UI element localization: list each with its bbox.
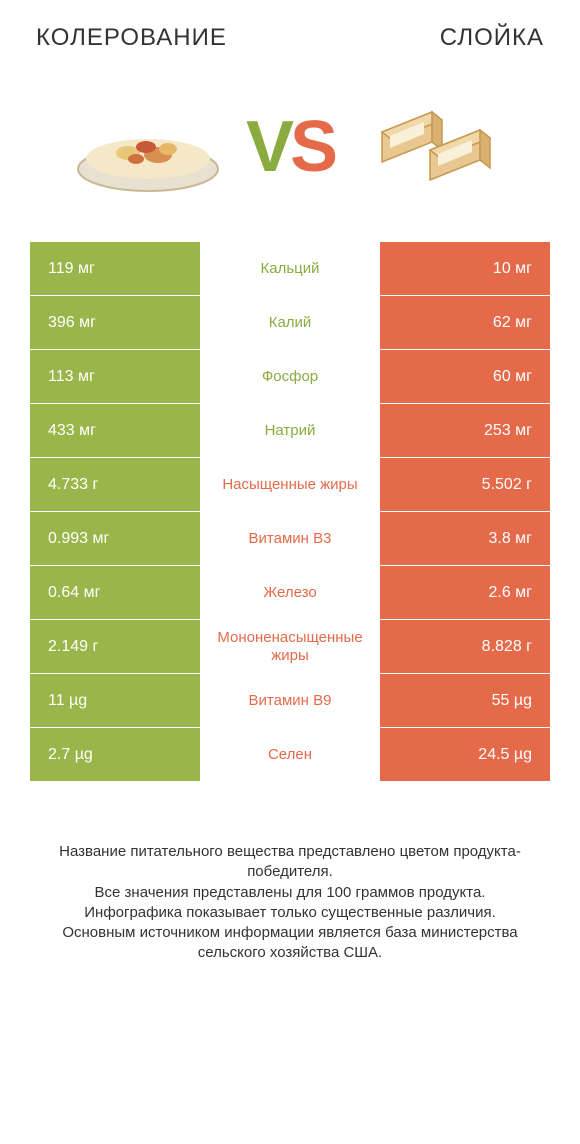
- nutrient-label: Кальций: [200, 242, 380, 295]
- footer-line: Название питательного вещества представл…: [30, 842, 550, 883]
- right-value: 60 мг: [380, 350, 550, 403]
- left-product-title: КОЛЕРОВАНИЕ: [36, 24, 227, 52]
- vs-v: V: [246, 107, 290, 187]
- nutrient-label: Железо: [200, 566, 380, 619]
- right-value: 10 мг: [380, 242, 550, 295]
- table-row: 4.733 гНасыщенные жиры5.502 г: [30, 458, 550, 512]
- footer-line: Инфографика показывает только существенн…: [30, 903, 550, 923]
- nutrient-label: Натрий: [200, 404, 380, 457]
- nutrient-label: Насыщенные жиры: [200, 458, 380, 511]
- footer-line: Все значения представлены для 100 граммо…: [30, 883, 550, 903]
- nutrient-label: Мононенасыщенные жиры: [200, 620, 380, 673]
- nutrition-table: 119 мгКальций10 мг396 мгКалий62 мг113 мг…: [30, 242, 550, 782]
- vs-row: VS: [0, 60, 580, 242]
- table-row: 2.149 гМононенасыщенные жиры8.828 г: [30, 620, 550, 674]
- table-row: 119 мгКальций10 мг: [30, 242, 550, 296]
- right-value: 24.5 µg: [380, 728, 550, 781]
- table-row: 0.64 мгЖелезо2.6 мг: [30, 566, 550, 620]
- right-product-title: СЛОЙКА: [440, 24, 544, 52]
- right-value: 55 µg: [380, 674, 550, 727]
- table-row: 11 µgВитамин B955 µg: [30, 674, 550, 728]
- right-value: 8.828 г: [380, 620, 550, 673]
- left-value: 119 мг: [30, 242, 200, 295]
- left-value: 11 µg: [30, 674, 200, 727]
- header: КОЛЕРОВАНИЕ СЛОЙКА: [0, 0, 580, 60]
- nutrient-label: Фосфор: [200, 350, 380, 403]
- left-value: 0.993 мг: [30, 512, 200, 565]
- footer-line: Основным источником информации является …: [30, 923, 550, 964]
- left-food-image: [68, 92, 228, 202]
- right-value: 3.8 мг: [380, 512, 550, 565]
- nutrient-label: Витамин B9: [200, 674, 380, 727]
- table-row: 433 мгНатрий253 мг: [30, 404, 550, 458]
- right-value: 62 мг: [380, 296, 550, 349]
- table-row: 2.7 µgСелен24.5 µg: [30, 728, 550, 782]
- left-value: 2.7 µg: [30, 728, 200, 781]
- left-value: 2.149 г: [30, 620, 200, 673]
- table-row: 396 мгКалий62 мг: [30, 296, 550, 350]
- vs-label: VS: [246, 106, 334, 188]
- nutrient-label: Селен: [200, 728, 380, 781]
- nutrient-label: Витамин B3: [200, 512, 380, 565]
- left-value: 396 мг: [30, 296, 200, 349]
- footer-notes: Название питательного вещества представл…: [30, 842, 550, 964]
- right-value: 253 мг: [380, 404, 550, 457]
- nutrient-label: Калий: [200, 296, 380, 349]
- left-value: 0.64 мг: [30, 566, 200, 619]
- left-value: 433 мг: [30, 404, 200, 457]
- left-value: 4.733 г: [30, 458, 200, 511]
- right-food-image: [352, 92, 512, 202]
- left-value: 113 мг: [30, 350, 200, 403]
- table-row: 113 мгФосфор60 мг: [30, 350, 550, 404]
- right-value: 5.502 г: [380, 458, 550, 511]
- vs-s: S: [290, 107, 334, 187]
- table-row: 0.993 мгВитамин B33.8 мг: [30, 512, 550, 566]
- right-value: 2.6 мг: [380, 566, 550, 619]
